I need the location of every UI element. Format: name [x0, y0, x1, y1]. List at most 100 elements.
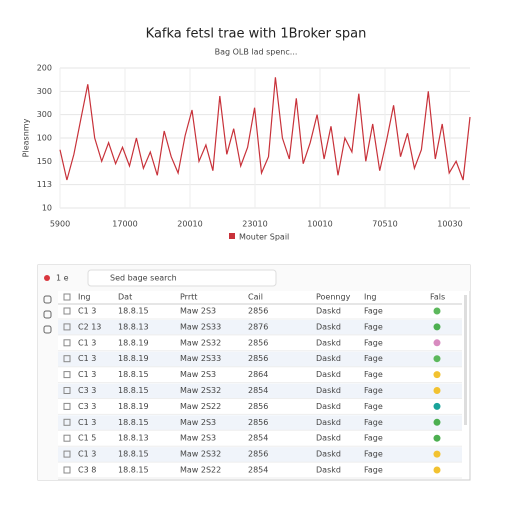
- y-axis-label: Pleasnmy: [22, 118, 31, 157]
- column-header: Fals: [430, 293, 445, 302]
- header-check: [63, 293, 71, 301]
- row-check: [63, 339, 71, 347]
- table-cell: 18.8.13: [118, 322, 149, 331]
- table-cell: Daskd: [316, 338, 341, 347]
- sidebar-icon[interactable]: [43, 310, 52, 319]
- table-cell: 18.8.15: [118, 450, 149, 459]
- table-cell: 18.8.19: [118, 402, 149, 411]
- table-cell: C1 5: [78, 434, 96, 443]
- table-cell: Fage: [364, 386, 383, 395]
- column-header: Ing: [364, 293, 377, 302]
- status-icon: [433, 371, 441, 379]
- table-cell: 18.8.15: [118, 418, 149, 427]
- table-cell: 2854: [248, 386, 268, 395]
- table-cell: C3 3: [78, 402, 96, 411]
- status-icon: [433, 355, 441, 363]
- table-cell: C1 3: [78, 307, 96, 316]
- x-tick-label: 20010: [177, 220, 202, 229]
- chart-title: Kafka fetsl trae with 1Broker span: [146, 27, 367, 42]
- table-cell: C2 13: [78, 322, 101, 331]
- row-stripe: [58, 319, 462, 335]
- status-icon: [433, 434, 441, 442]
- status-icon: [433, 323, 441, 331]
- status-icon: [433, 466, 441, 474]
- toolbar-label[interactable]: 1 e: [56, 274, 69, 283]
- table-cell: Maw 2S3: [180, 370, 216, 379]
- table-cell: 18.8.15: [118, 307, 149, 316]
- chart-subtitle: Bag OLB lad spenc...: [215, 48, 298, 57]
- table-cell: Daskd: [316, 307, 341, 316]
- scrollbar[interactable]: [464, 295, 467, 425]
- table-cell: 2856: [248, 354, 268, 363]
- table-cell: 2854: [248, 434, 268, 443]
- table-cell: Daskd: [316, 434, 341, 443]
- row-check: [63, 402, 71, 410]
- sidebar-icon[interactable]: [43, 295, 52, 304]
- table-cell: C3 8: [78, 466, 96, 475]
- x-tick-label: 17000: [112, 220, 137, 229]
- table-cell: Fage: [364, 322, 383, 331]
- table-cell: Daskd: [316, 354, 341, 363]
- table-cell: Maw 2S32: [180, 338, 221, 347]
- table-cell: 18.8.15: [118, 386, 149, 395]
- x-tick-label: 23010: [242, 220, 267, 229]
- table-cell: Maw 2S32: [180, 386, 221, 395]
- search-box[interactable]: [87, 269, 277, 287]
- sidebar: [38, 291, 58, 480]
- table-cell: 2876: [248, 322, 268, 331]
- legend-swatch: [229, 233, 235, 239]
- table-cell: Maw 2S32: [180, 450, 221, 459]
- table-cell: Daskd: [316, 450, 341, 459]
- y-tick-label: 200: [37, 64, 52, 73]
- table-cell: 2856: [248, 450, 268, 459]
- row-check: [63, 418, 71, 426]
- column-header: Dat: [118, 293, 132, 302]
- column-header: Poenngy: [316, 293, 351, 302]
- table-cell: 18.8.15: [118, 370, 149, 379]
- row-stripe: [58, 351, 462, 367]
- row-check: [63, 355, 71, 363]
- table-cell: Daskd: [316, 418, 341, 427]
- row-check: [63, 466, 71, 474]
- x-tick-label: 10030: [437, 220, 462, 229]
- table-cell: Daskd: [316, 466, 341, 475]
- table-cell: Maw 2S33: [180, 322, 221, 331]
- sidebar-icon[interactable]: [43, 325, 52, 334]
- column-header: Prrtt: [180, 293, 197, 302]
- table-cell: 18.8.15: [118, 466, 149, 475]
- table-cell: Maw 2S3: [180, 434, 216, 443]
- table-cell: Daskd: [316, 322, 341, 331]
- table-cell: Fage: [364, 402, 383, 411]
- table-cell: 2856: [248, 402, 268, 411]
- table-panel: [37, 264, 471, 481]
- table-cell: 18.8.13: [118, 434, 149, 443]
- table-cell: Maw 2S3: [180, 418, 216, 427]
- status-icon: [433, 387, 441, 394]
- column-header: Ing: [78, 293, 91, 302]
- table-cell: Daskd: [316, 402, 341, 411]
- table-cell: C1 3: [78, 370, 96, 379]
- table-cell: 2856: [248, 307, 268, 316]
- table-cell: 18.8.19: [118, 338, 149, 347]
- table-cell: Maw 2S3: [180, 307, 216, 316]
- row-stripe: [58, 415, 462, 431]
- row-check: [63, 307, 71, 315]
- table-cell: Fage: [364, 418, 383, 427]
- table-cell: 2856: [248, 418, 268, 427]
- y-tick-label: 150: [37, 157, 52, 166]
- table-cell: Daskd: [316, 386, 341, 395]
- row-check: [63, 434, 71, 442]
- status-icon: [433, 307, 441, 315]
- column-header: Cail: [248, 293, 263, 302]
- table-cell: 18.8.19: [118, 354, 149, 363]
- table-cell: C1 3: [78, 338, 96, 347]
- table-cell: Fage: [364, 450, 383, 459]
- y-tick-label: 300: [37, 110, 52, 119]
- status-icon: [433, 450, 441, 458]
- row-stripe: [58, 383, 462, 399]
- search-placeholder[interactable]: Sed bage search: [110, 274, 177, 283]
- table-cell: Fage: [364, 434, 383, 443]
- row-check: [63, 323, 71, 331]
- y-tick-label: 113: [37, 180, 52, 189]
- table-cell: Daskd: [316, 370, 341, 379]
